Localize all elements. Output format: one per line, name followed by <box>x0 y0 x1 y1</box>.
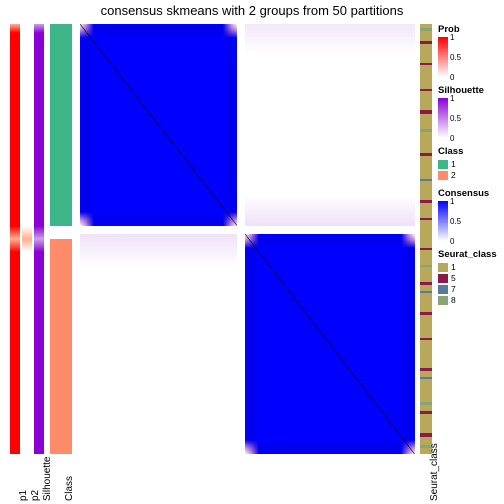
consensus-heatmap <box>80 24 415 454</box>
xlabel-p1: p1 <box>18 490 29 501</box>
annot-col-p2 <box>22 24 32 454</box>
xlabel-p2: p2 <box>30 490 41 501</box>
annot-col-Class <box>50 24 72 454</box>
xlabel-Seurat_class: Seurat_class <box>429 443 440 501</box>
legends: Prob10.50 Silhouette10.50 Class12 Consensus… <box>438 24 502 313</box>
xlabel-Silhouette: Silhouette <box>42 457 53 501</box>
annot-col-Silhouette <box>34 24 44 454</box>
legend-Prob: Prob10.50 <box>438 24 502 77</box>
seurat-class-annotation <box>420 24 432 454</box>
annot-col-p1 <box>10 24 20 454</box>
legend-Silhouette: Silhouette10.50 <box>438 85 502 138</box>
legend-Class: Class12 <box>438 146 502 180</box>
chart-title: consensus skmeans with 2 groups from 50 … <box>0 3 504 18</box>
legend-Seurat_class: Seurat_class1578 <box>438 249 502 305</box>
legend-Consensus: Consensus10.50 <box>438 188 502 241</box>
xlabel-Class: Class <box>64 476 75 501</box>
